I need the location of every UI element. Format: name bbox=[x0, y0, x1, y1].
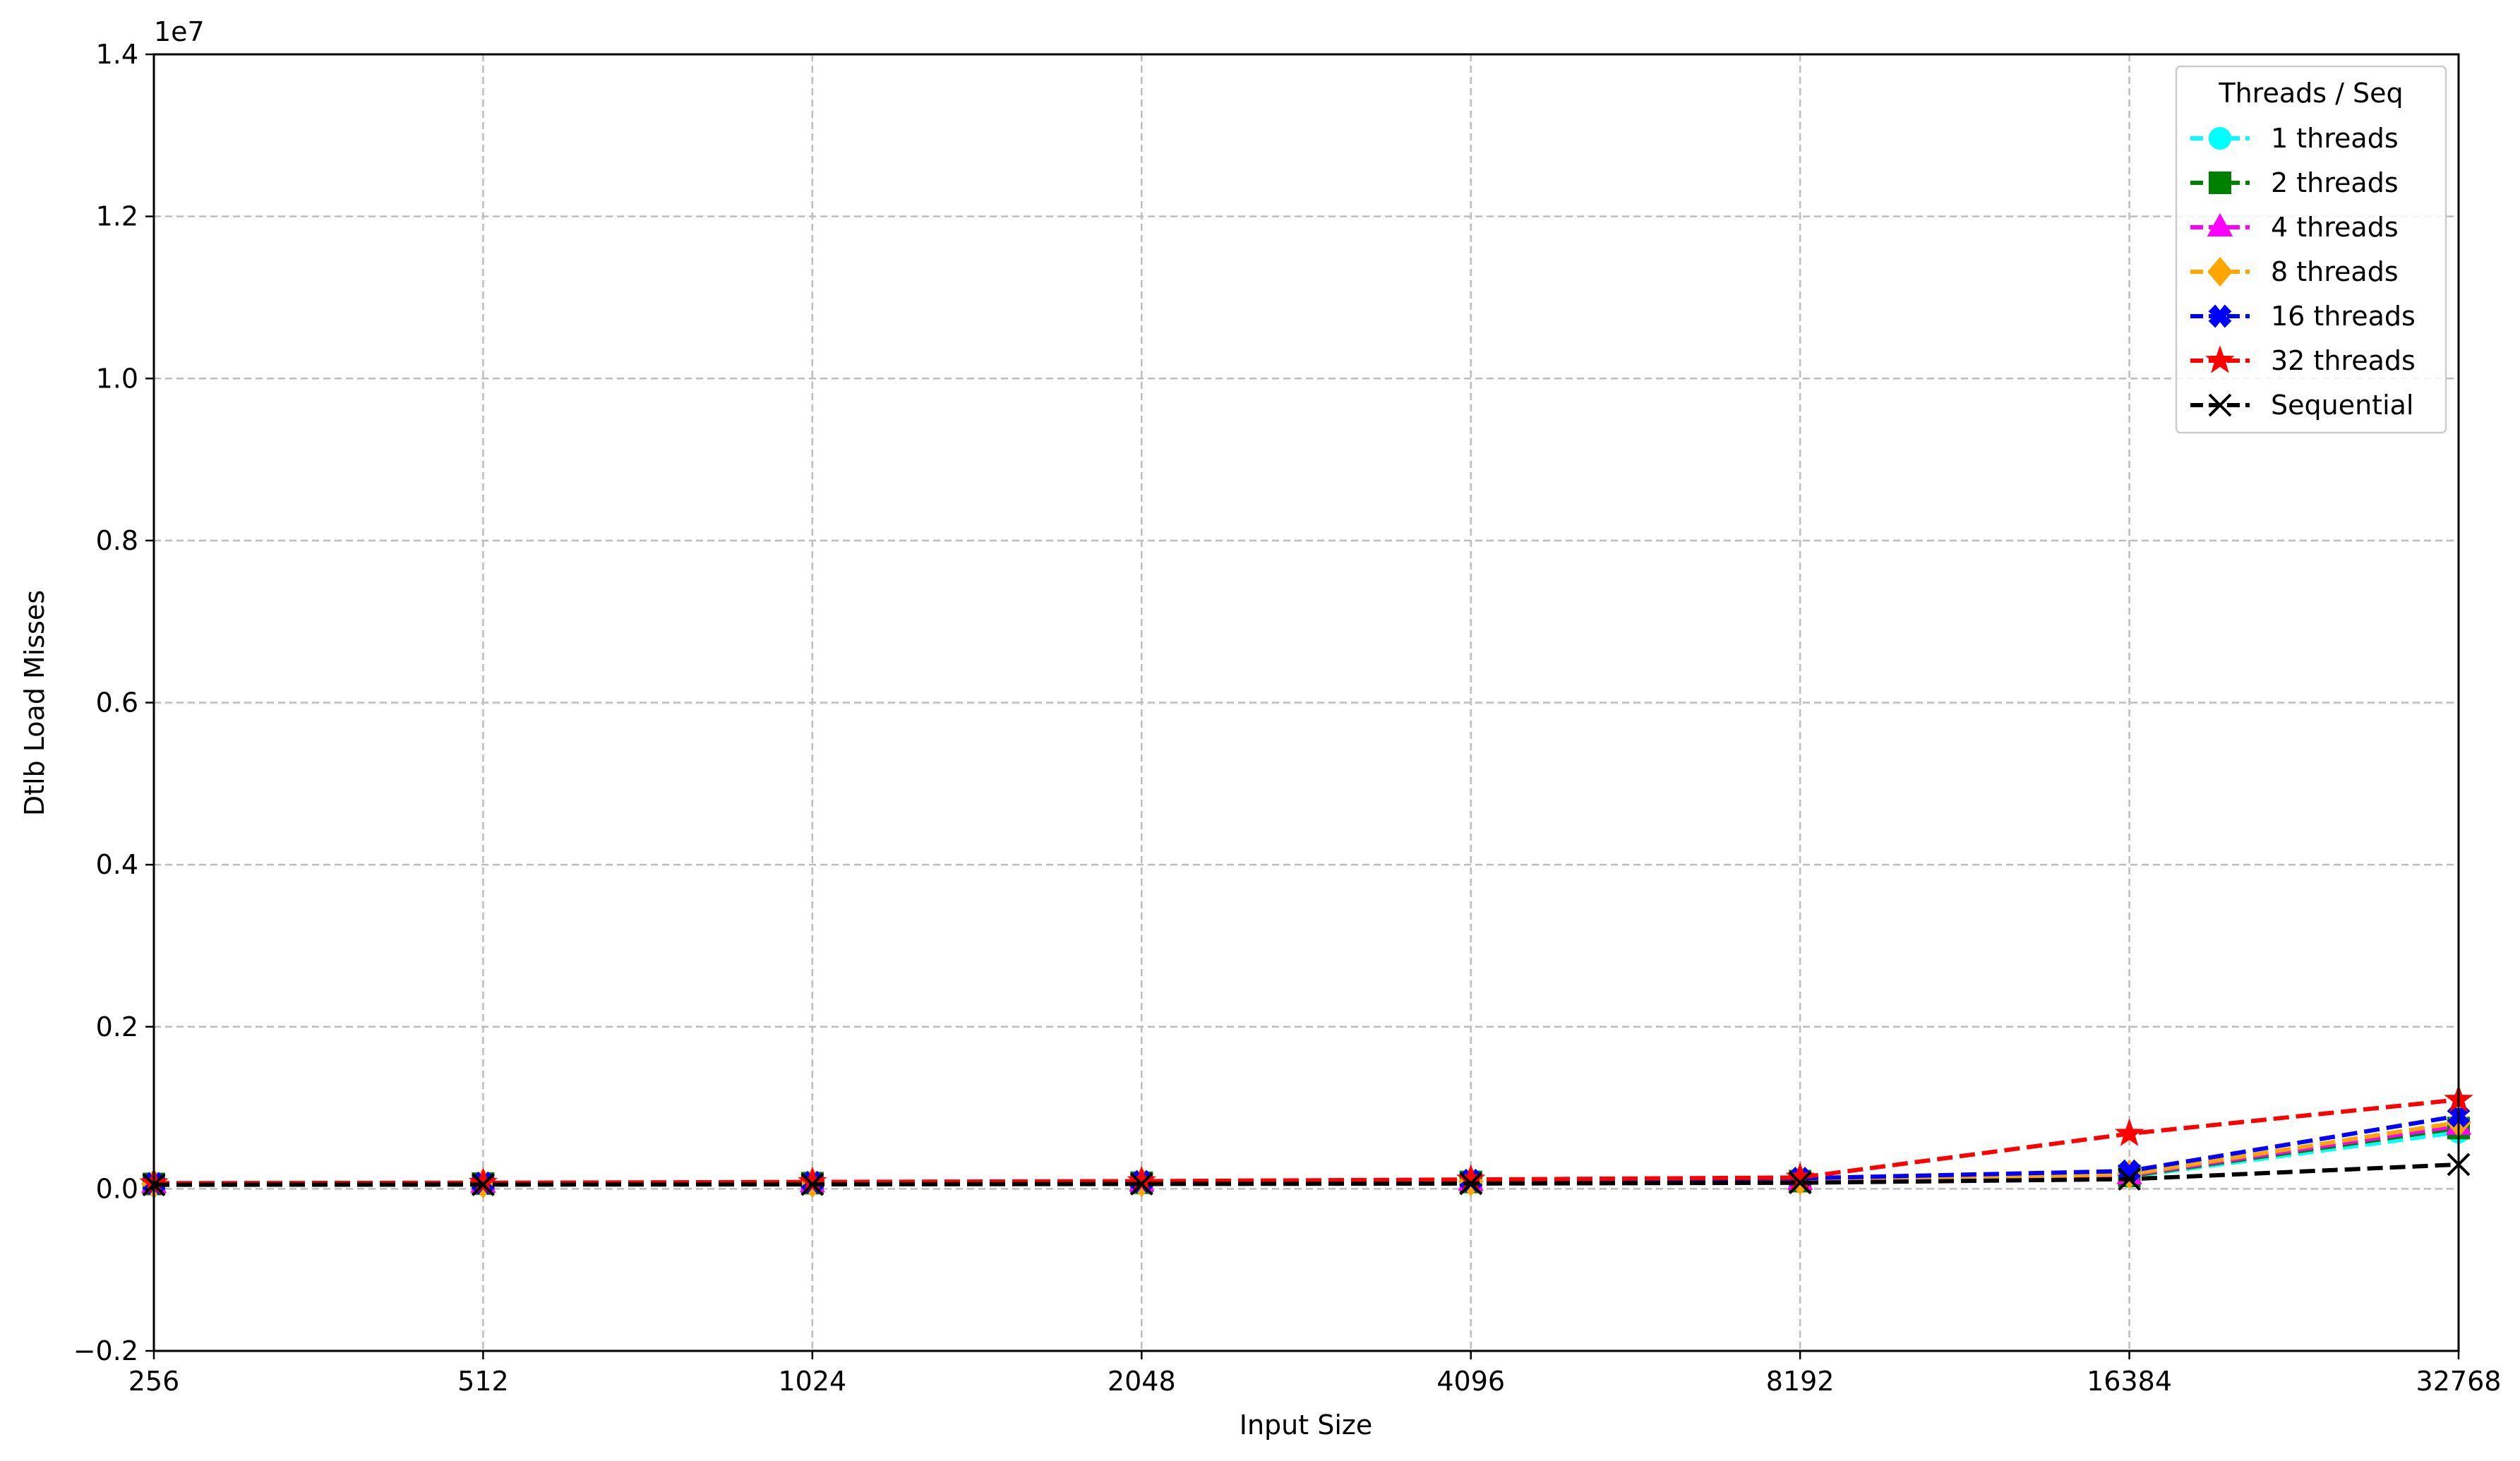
legend-label: 2 threads bbox=[2271, 167, 2399, 198]
legend-item: 32 threads bbox=[2190, 345, 2416, 376]
legend-marker bbox=[2208, 304, 2232, 328]
legend-marker bbox=[2208, 393, 2232, 417]
x-tick-label: 512 bbox=[457, 1366, 509, 1397]
legend-label: 4 threads bbox=[2271, 212, 2399, 243]
y-axis-title: Dtlb Load Misses bbox=[19, 590, 50, 816]
data-point bbox=[1127, 1165, 1157, 1194]
series-sequential bbox=[142, 1153, 2471, 1197]
data-point bbox=[800, 1172, 824, 1196]
legend-marker bbox=[2209, 172, 2231, 194]
x-tick-label: 256 bbox=[128, 1366, 180, 1397]
legend: Threads / Seq 1 threads 2 threads 4 threads… bbox=[2175, 65, 2447, 434]
legend-label: 16 threads bbox=[2271, 301, 2416, 332]
axes: 256 512 1024 2048 4096 8192 16384 32768 −0.2 0.0 0… bbox=[73, 39, 2502, 1397]
legend-marker bbox=[2209, 127, 2231, 150]
x-tick-label: 4096 bbox=[1436, 1366, 1505, 1397]
series-line bbox=[153, 1162, 2459, 1187]
legend-marker bbox=[2207, 212, 2233, 236]
legend-box bbox=[2175, 65, 2447, 434]
legend-item: 4 threads bbox=[2190, 212, 2399, 243]
data-point bbox=[2114, 1118, 2144, 1146]
y-tick-label: −0.2 bbox=[73, 1335, 138, 1366]
x-tick-label: 1024 bbox=[778, 1366, 846, 1397]
y-tick-label: 0.0 bbox=[96, 1173, 138, 1204]
legend-label: 32 threads bbox=[2271, 345, 2416, 376]
legend-title: Threads / Seq bbox=[2218, 78, 2403, 109]
data-point bbox=[2118, 1159, 2142, 1183]
y-tick-label: 0.4 bbox=[96, 849, 138, 880]
data-point bbox=[1129, 1172, 1153, 1196]
x-tick-label: 32768 bbox=[2416, 1366, 2502, 1397]
legend-marker bbox=[2205, 345, 2235, 373]
y-tick-label: 1.2 bbox=[96, 201, 138, 232]
y-tick-label: 1.0 bbox=[96, 363, 138, 394]
y-tick-label: 0.2 bbox=[96, 1011, 138, 1042]
data-point bbox=[798, 1166, 827, 1195]
data-point bbox=[472, 1172, 495, 1196]
x-tick-label: 8192 bbox=[1766, 1366, 1835, 1397]
legend-marker bbox=[2207, 256, 2233, 287]
data-point bbox=[468, 1167, 498, 1196]
legend-label: 8 threads bbox=[2271, 256, 2399, 287]
legend-item: 16 threads bbox=[2190, 301, 2416, 332]
legend-item: 2 threads bbox=[2190, 167, 2399, 198]
data-point bbox=[2118, 1167, 2141, 1191]
legend-item: 1 threads bbox=[2190, 123, 2399, 154]
data-point bbox=[1788, 1171, 1812, 1195]
data-point bbox=[1459, 1172, 1483, 1196]
legend-label: 1 threads bbox=[2271, 123, 2399, 154]
legend-label: Sequential bbox=[2271, 390, 2413, 421]
legend-item: Sequential bbox=[2190, 390, 2413, 421]
y-offset-label: 1e7 bbox=[154, 16, 205, 47]
x-tick-label: 16384 bbox=[2087, 1366, 2172, 1397]
x-axis-title: Input Size bbox=[1240, 1409, 1372, 1441]
x-tick-label: 2048 bbox=[1108, 1366, 1176, 1397]
y-tick-label: 1.4 bbox=[96, 39, 138, 70]
legend-item: 8 threads bbox=[2190, 256, 2399, 287]
y-tick-label: 0.6 bbox=[96, 687, 138, 719]
y-tick-label: 0.8 bbox=[96, 525, 138, 556]
